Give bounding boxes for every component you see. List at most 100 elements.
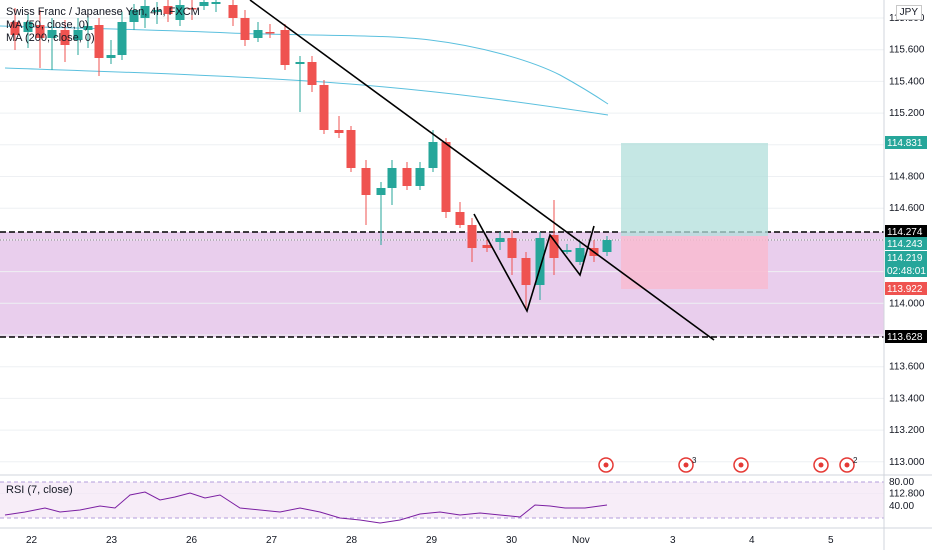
time-tick: 30 (506, 535, 518, 546)
event-icon[interactable] (813, 457, 829, 473)
time-tick: Nov (572, 535, 590, 546)
candle-body[interactable] (441, 142, 451, 212)
price-label-text: 114.219 (887, 253, 923, 264)
price-label-text: 113.628 (887, 332, 923, 343)
candle-body[interactable] (47, 30, 57, 38)
candle-body[interactable] (117, 22, 127, 55)
candle-body[interactable] (402, 168, 412, 186)
price-label-text: 114.274 (887, 227, 923, 238)
price-tick: 112.800 (889, 489, 925, 500)
candle-body[interactable] (428, 142, 438, 168)
candle-body[interactable] (175, 5, 185, 20)
price-tick: 114.800 (889, 172, 925, 183)
currency-button[interactable]: JPY (895, 5, 922, 20)
event-icon[interactable] (598, 457, 614, 473)
price-tick: 113.200 (889, 425, 925, 436)
candle-body[interactable] (140, 6, 150, 18)
candle-body[interactable] (228, 5, 238, 18)
candle-body[interactable] (211, 2, 221, 4)
rsi-line (4, 491, 608, 524)
price-tick: 114.600 (889, 203, 925, 214)
time-tick: 3 (670, 535, 676, 546)
candle-body[interactable] (253, 30, 263, 38)
chart-legend: Swiss Franc / Japanese Yen, 4h, FXCM MA … (6, 6, 200, 45)
price-label-text: 114.243 (887, 239, 923, 250)
candle-body[interactable] (240, 18, 250, 40)
candle-body[interactable] (549, 235, 559, 258)
price-tick: 113.000 (889, 457, 925, 468)
event-icon[interactable] (839, 457, 855, 473)
candle-body[interactable] (334, 130, 344, 133)
candle-body[interactable] (562, 250, 572, 252)
candle-body[interactable] (602, 240, 612, 252)
event-icon[interactable] (678, 457, 694, 473)
stop-zone[interactable] (621, 236, 768, 289)
candle-body[interactable] (495, 238, 505, 242)
candle-body[interactable] (307, 62, 317, 85)
candle-body[interactable] (106, 55, 116, 58)
symbol-title: Swiss Franc / Japanese Yen, 4h, FXCM (6, 6, 200, 18)
target-zone[interactable] (621, 143, 768, 236)
price-label (885, 251, 927, 264)
candle-body[interactable] (575, 248, 585, 262)
candle-body[interactable] (199, 2, 209, 6)
candle-body[interactable] (361, 168, 371, 195)
rsi-tick: 40.00 (889, 501, 914, 512)
candle-body[interactable] (295, 62, 305, 64)
candle-body[interactable] (319, 85, 329, 130)
time-tick: 5 (828, 535, 834, 546)
pattern-line[interactable] (473, 213, 595, 314)
candle-body[interactable] (83, 26, 93, 30)
candle-body[interactable] (129, 10, 139, 22)
candle-body[interactable] (507, 238, 517, 258)
candle-body[interactable] (467, 225, 477, 248)
candle-body[interactable] (187, 8, 197, 10)
candle-body[interactable] (455, 212, 465, 225)
price-tick: 113.600 (889, 362, 925, 373)
candle-body[interactable] (346, 130, 356, 168)
candle-body[interactable] (415, 168, 425, 186)
candle-body[interactable] (10, 22, 20, 35)
candle-body[interactable] (73, 30, 83, 40)
price-tick: 115.400 (889, 76, 925, 87)
candle-body[interactable] (535, 238, 545, 285)
candle-body[interactable] (482, 245, 492, 248)
candle-body[interactable] (265, 32, 275, 34)
candle-body[interactable] (387, 168, 397, 188)
candle-body[interactable] (521, 258, 531, 285)
price-label (885, 330, 927, 343)
event-count: 2 (853, 456, 858, 465)
event-count: 3 (692, 456, 697, 465)
time-tick: 26 (186, 535, 198, 546)
candle-body[interactable] (163, 6, 173, 14)
price-tick: 114.000 (889, 298, 925, 309)
price-label (885, 264, 927, 277)
time-tick: 27 (266, 535, 278, 546)
time-tick: 29 (426, 535, 438, 546)
price-tick: 115.200 (889, 108, 925, 119)
price-label (885, 136, 927, 149)
price-label (885, 225, 927, 238)
time-tick: 4 (749, 535, 755, 546)
candle-body[interactable] (23, 22, 33, 32)
price-label (885, 237, 927, 250)
time-tick: 22 (26, 535, 38, 546)
candle-body[interactable] (152, 10, 162, 12)
price-label-text: 113.922 (887, 284, 923, 295)
trendline-down[interactable] (249, 0, 715, 341)
event-icon[interactable] (733, 457, 749, 473)
candle-body[interactable] (376, 188, 386, 195)
price-tick: 113.400 (889, 393, 925, 404)
ma200-legend: MA (200, close, 0) (6, 32, 95, 44)
candle-body[interactable] (35, 25, 45, 38)
rsi-tick: 80.00 (889, 477, 914, 488)
ma50-line (0, 25, 609, 105)
ma200-line (4, 67, 609, 116)
candle-body[interactable] (280, 30, 290, 65)
price-label (885, 282, 927, 295)
candle-body[interactable] (60, 30, 70, 45)
candle-body[interactable] (94, 25, 104, 58)
ma50-legend: MA (50, close, 0) (6, 19, 89, 31)
price-tick: 115.600 (889, 45, 925, 56)
